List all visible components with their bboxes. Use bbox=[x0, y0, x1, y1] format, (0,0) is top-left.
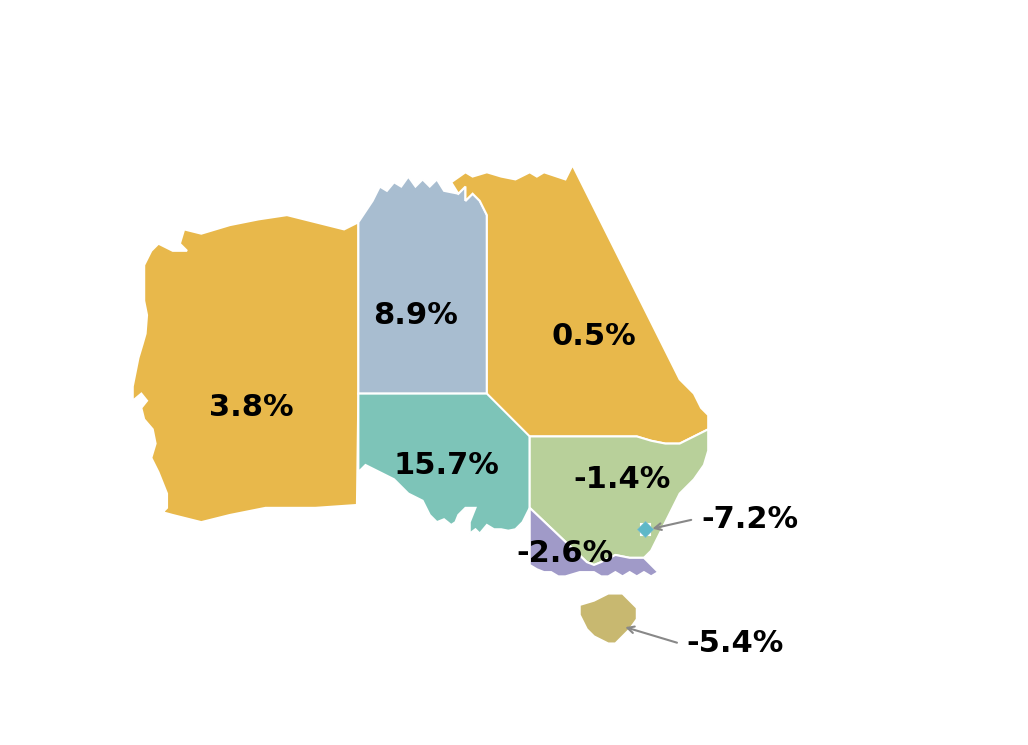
Text: 15.7%: 15.7% bbox=[394, 451, 500, 480]
Text: -7.2%: -7.2% bbox=[701, 505, 798, 533]
Text: -1.4%: -1.4% bbox=[574, 465, 671, 494]
Polygon shape bbox=[133, 215, 359, 522]
Text: -2.6%: -2.6% bbox=[517, 539, 614, 568]
Polygon shape bbox=[451, 165, 708, 443]
Polygon shape bbox=[580, 594, 636, 644]
Text: 8.9%: 8.9% bbox=[373, 300, 457, 329]
Polygon shape bbox=[359, 393, 529, 533]
Polygon shape bbox=[529, 429, 708, 565]
Polygon shape bbox=[359, 177, 487, 393]
Polygon shape bbox=[529, 508, 658, 577]
Polygon shape bbox=[641, 524, 650, 535]
Text: -5.4%: -5.4% bbox=[687, 629, 784, 658]
Text: 3.8%: 3.8% bbox=[209, 393, 294, 422]
Text: 0.5%: 0.5% bbox=[552, 322, 636, 351]
